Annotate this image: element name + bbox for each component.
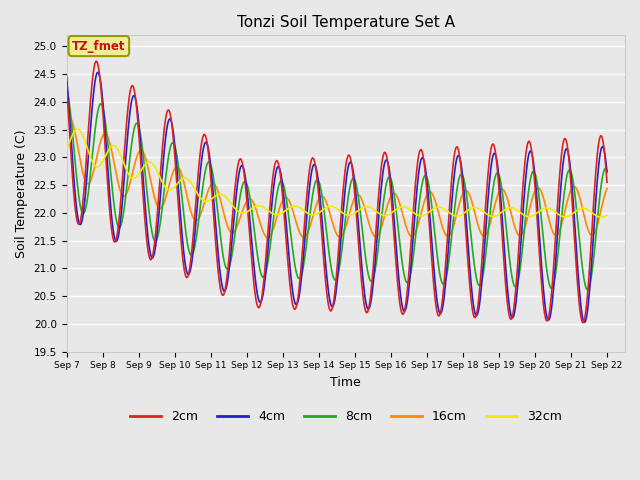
X-axis label: Time: Time bbox=[330, 376, 361, 389]
Y-axis label: Soil Temperature (C): Soil Temperature (C) bbox=[15, 129, 28, 258]
Text: TZ_fmet: TZ_fmet bbox=[72, 39, 125, 53]
Legend: 2cm, 4cm, 8cm, 16cm, 32cm: 2cm, 4cm, 8cm, 16cm, 32cm bbox=[125, 405, 567, 428]
Title: Tonzi Soil Temperature Set A: Tonzi Soil Temperature Set A bbox=[237, 15, 455, 30]
